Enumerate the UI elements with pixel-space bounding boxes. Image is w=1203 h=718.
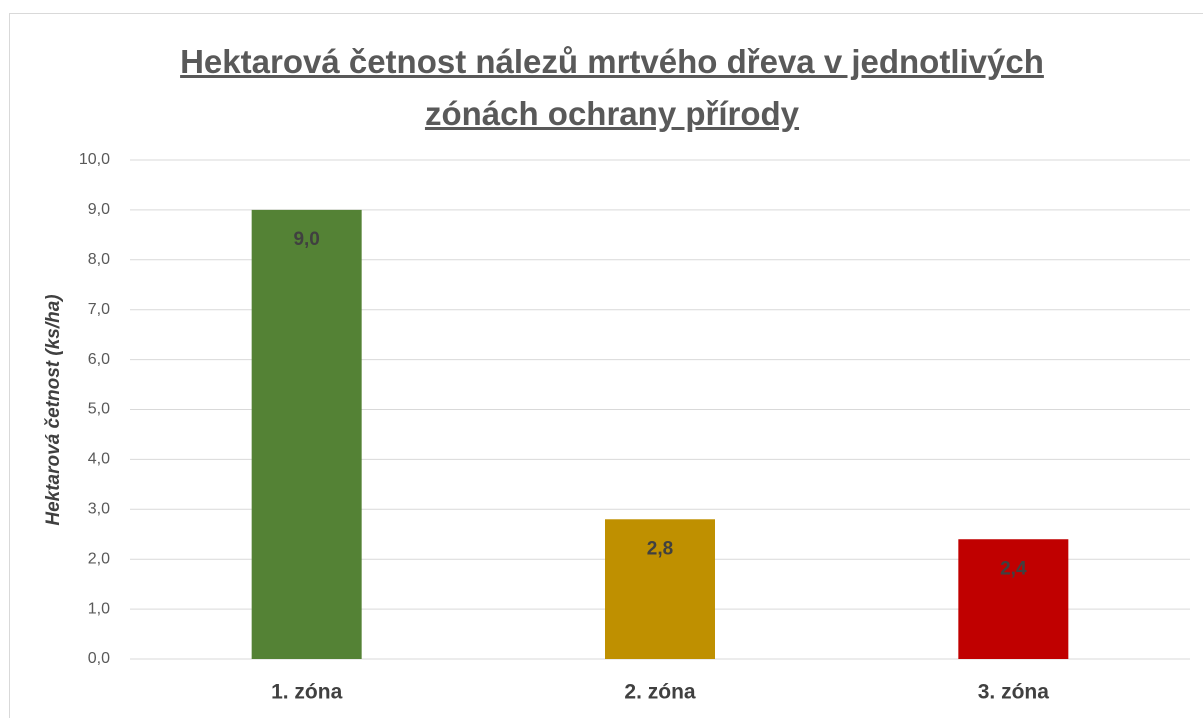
- x-tick-label: 3. zóna: [978, 681, 1050, 704]
- y-tick-label: 4,0: [88, 451, 110, 468]
- data-label: 2,4: [1000, 558, 1027, 579]
- y-tick-label: 2,0: [88, 550, 110, 567]
- y-tick-label: 6,0: [88, 351, 110, 368]
- y-tick-label: 10,0: [79, 151, 110, 168]
- x-tick-label: 2. zóna: [624, 681, 696, 704]
- y-tick-label: 0,0: [88, 650, 110, 667]
- y-tick-label: 7,0: [88, 301, 110, 318]
- data-label: 2,8: [647, 538, 673, 559]
- y-tick-label: 5,0: [88, 401, 110, 418]
- y-tick-label: 3,0: [88, 501, 110, 518]
- x-tick-label: 1. zóna: [271, 681, 343, 704]
- y-axis-label: Hektarová četnost (ks/ha): [43, 294, 64, 525]
- bar: [251, 209, 362, 659]
- y-tick-label: 1,0: [88, 600, 110, 617]
- y-tick-label: 8,0: [88, 251, 110, 268]
- y-tick-label: 9,0: [88, 201, 110, 218]
- chart-title: Hektarová četnost nálezů mrtvého dřeva v…: [180, 43, 1044, 132]
- bar: [605, 519, 715, 659]
- chart-border: [9, 13, 1203, 718]
- data-label: 9,0: [293, 229, 319, 250]
- bar: [958, 539, 1069, 659]
